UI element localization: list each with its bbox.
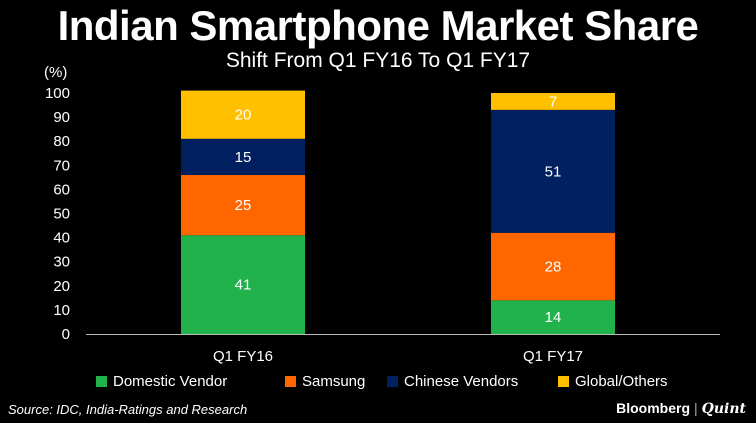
legend-label: Global/Others: [575, 373, 668, 390]
y-tick-label: 100: [45, 85, 70, 102]
bar-segment: [491, 93, 615, 110]
legend-swatch: [285, 376, 296, 387]
y-tick-label: 10: [53, 302, 70, 319]
y-tick-label: 60: [53, 181, 70, 198]
data-label: 51: [545, 163, 562, 180]
brand-separator: |: [694, 400, 698, 416]
data-label: 25: [235, 197, 252, 214]
y-tick-label: 70: [53, 157, 70, 174]
y-tick-label: 20: [53, 278, 70, 295]
brand-quint: Quint: [701, 401, 746, 417]
legend-swatch: [558, 376, 569, 387]
chart-subtitle: Shift From Q1 FY16 To Q1 FY17: [225, 49, 531, 72]
data-label: 28: [545, 259, 562, 276]
brand-logo: Bloomberg | Quint: [616, 400, 746, 417]
bar-segment: [491, 300, 615, 334]
bar-segment: [491, 109, 615, 233]
y-tick-label: 90: [53, 109, 70, 126]
y-tick-label: 50: [53, 206, 70, 223]
data-label: 41: [235, 277, 252, 294]
source-note: Source: IDC, India-Ratings and Research: [8, 402, 248, 417]
bar-segment: [181, 235, 305, 334]
x-tick-label: Q1 FY17: [523, 348, 583, 365]
data-label: 20: [235, 107, 252, 124]
data-label: 7: [549, 93, 557, 110]
y-tick-label: 30: [53, 254, 70, 271]
brand-bloomberg: Bloomberg: [616, 400, 691, 416]
bar-segment: [181, 90, 305, 139]
legend-label: Samsung: [302, 373, 365, 390]
bar-segment: [491, 232, 615, 301]
y-tick-label: 40: [53, 230, 70, 247]
x-tick-label: Q1 FY16: [213, 348, 273, 365]
legend-swatch: [387, 376, 398, 387]
bar-segment: [181, 174, 305, 236]
y-tick-label: 0: [62, 326, 70, 343]
y-tick-label: 80: [53, 133, 70, 150]
legend-label: Chinese Vendors: [404, 373, 518, 390]
legend-swatch: [96, 376, 107, 387]
legend-label: Domestic Vendor: [113, 373, 227, 390]
data-label: 15: [235, 149, 252, 166]
data-label: 14: [545, 309, 562, 326]
chart-title: Indian Smartphone Market Share: [57, 2, 699, 49]
bar-segment: [181, 138, 305, 175]
y-axis-unit-label: (%): [44, 64, 68, 81]
